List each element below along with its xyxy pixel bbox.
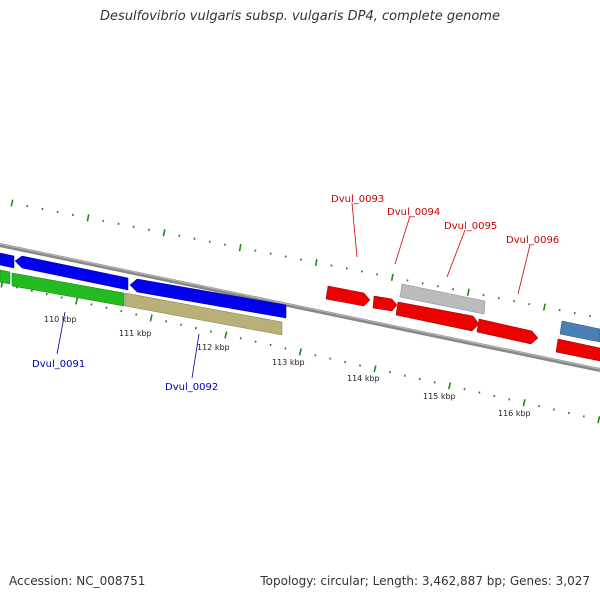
minor-tick <box>582 415 585 418</box>
label-leader-line <box>351 202 358 258</box>
major-tick <box>448 382 452 390</box>
gene-track-left <box>0 252 287 336</box>
minor-tick <box>359 364 362 367</box>
major-tick <box>466 288 470 296</box>
scale-label: 114 kbp <box>347 374 380 383</box>
major-tick <box>373 365 377 373</box>
label-leader-line <box>517 244 531 295</box>
major-tick <box>522 399 526 407</box>
outer-tick-ring <box>10 199 591 318</box>
minor-tick <box>209 330 212 333</box>
gene-feature[interactable] <box>0 269 11 285</box>
gene-feature[interactable] <box>325 285 371 307</box>
gene-track-right <box>325 283 600 362</box>
minor-tick <box>105 306 108 309</box>
major-tick <box>238 244 242 252</box>
gene-feature[interactable] <box>124 292 283 336</box>
gene-feature[interactable] <box>14 255 129 291</box>
accession-text: Accession: NC_008751 <box>9 574 146 588</box>
minor-tick <box>344 360 347 364</box>
major-tick <box>162 229 166 237</box>
major-tick <box>298 348 302 356</box>
minor-tick <box>284 347 287 350</box>
major-tick <box>224 331 228 339</box>
gene-label[interactable]: Dvul_0094 <box>387 207 440 218</box>
minor-tick <box>418 377 421 381</box>
major-tick <box>542 303 546 311</box>
major-tick <box>314 258 318 267</box>
genome-backbone <box>0 243 600 372</box>
label-leader-line <box>394 215 411 265</box>
gene-label[interactable]: Dvul_0091 <box>32 359 85 370</box>
gene-label[interactable]: Dvul_0096 <box>506 235 559 246</box>
minor-tick <box>508 398 511 401</box>
major-tick <box>86 214 90 222</box>
scale-label: 112 kbp <box>197 343 230 352</box>
major-tick <box>10 199 14 207</box>
scale-labels: 110 kbp 111 kbp 112 kbp 113 kbp 114 kbp … <box>44 315 531 418</box>
gene-feature[interactable] <box>395 301 480 332</box>
gene-feature[interactable] <box>399 283 486 315</box>
scale-label: 116 kbp <box>498 409 531 418</box>
minor-tick <box>45 293 48 296</box>
scale-label: 110 kbp <box>44 315 77 324</box>
scale-label: 115 kbp <box>423 392 456 401</box>
gene-feature[interactable] <box>11 272 125 307</box>
scale-label: 111 kbp <box>119 329 152 338</box>
genome-title: Desulfovibrio vulgaris subsp. vulgaris D… <box>100 9 500 24</box>
label-leader-line <box>191 333 200 379</box>
minor-tick <box>120 309 123 313</box>
label-leader-line <box>56 311 66 355</box>
major-tick <box>390 273 394 281</box>
minor-tick <box>433 381 436 384</box>
minor-tick <box>493 394 496 398</box>
minor-tick <box>180 323 183 326</box>
major-tick <box>75 297 79 305</box>
gene-feature[interactable] <box>0 252 15 269</box>
major-tick <box>149 314 153 322</box>
minor-tick <box>269 343 272 347</box>
minor-tick <box>194 326 197 330</box>
scale-label: 113 kbp <box>272 358 305 367</box>
minor-tick <box>135 313 138 316</box>
topology-text: Topology: circular; Length: 3,462,887 bp… <box>260 574 590 588</box>
gene-feature[interactable] <box>555 338 600 362</box>
major-tick <box>597 416 600 424</box>
gene-feature[interactable] <box>476 318 539 345</box>
gene-label[interactable]: Dvul_0092 <box>165 382 218 393</box>
gene-label[interactable]: Dvul_0095 <box>444 221 497 232</box>
label-leader-line <box>446 229 466 278</box>
gene-feature[interactable] <box>559 320 600 343</box>
gene-labels: Dvul_0091 Dvul_0092 Dvul_0093 Dvul_0094 … <box>32 194 559 393</box>
gene-feature[interactable] <box>129 278 287 319</box>
gene-label[interactable]: Dvul_0093 <box>331 194 384 205</box>
gene-feature[interactable] <box>372 295 398 312</box>
